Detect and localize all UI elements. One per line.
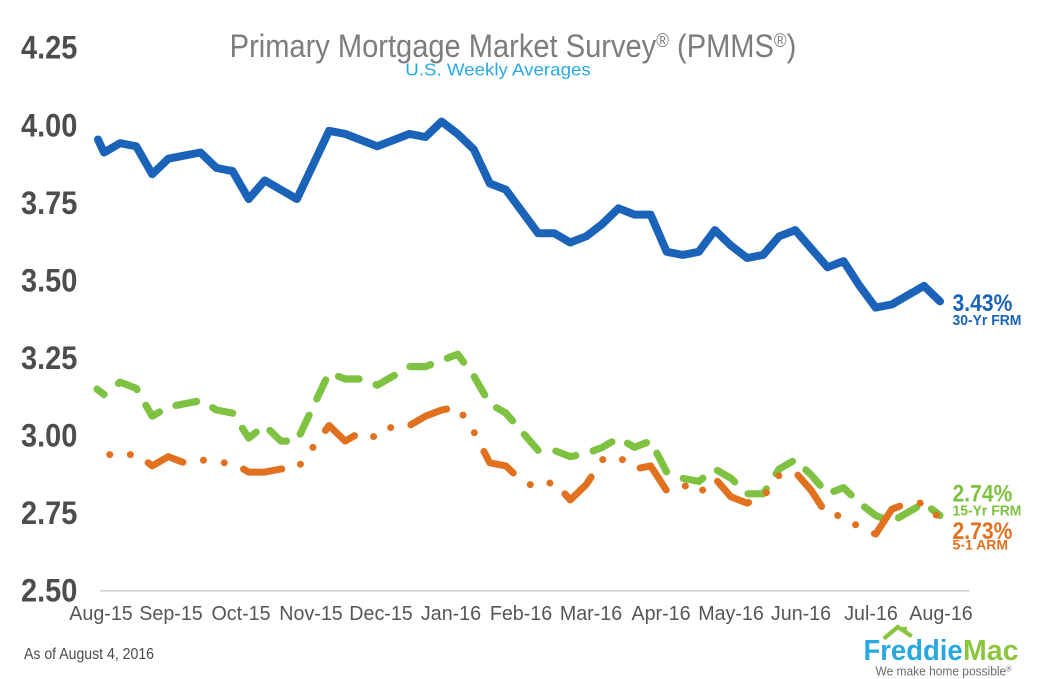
svg-text:4.25: 4.25 (21, 29, 77, 66)
svg-text:Mar-16: Mar-16 (560, 603, 622, 625)
svg-text:Dec-15: Dec-15 (349, 603, 412, 625)
svg-text:Primary Mortgage Market Survey: Primary Mortgage Market Survey® (PMMS®) (230, 29, 797, 65)
svg-text:3.43%: 3.43% (953, 290, 1013, 317)
svg-text:Apr-16: Apr-16 (631, 603, 690, 625)
svg-text:U.S. Weekly Averages: U.S. Weekly Averages (405, 60, 590, 79)
svg-text:4.00: 4.00 (21, 107, 77, 144)
svg-text:3.25: 3.25 (21, 339, 77, 376)
svg-text:Jun-16: Jun-16 (771, 603, 831, 625)
svg-text:Nov-15: Nov-15 (279, 603, 342, 625)
svg-text:Freddie: Freddie (864, 635, 963, 667)
svg-text:Feb-16: Feb-16 (490, 603, 552, 625)
svg-text:3.75: 3.75 (21, 184, 77, 221)
svg-text:5-1 ARM: 5-1 ARM (953, 537, 1009, 553)
svg-text:We make home possible®: We make home possible® (876, 664, 1012, 679)
svg-text:Sep-15: Sep-15 (139, 603, 202, 625)
svg-text:Aug-15: Aug-15 (69, 603, 132, 625)
svg-text:3.00: 3.00 (21, 417, 77, 454)
svg-text:Oct-15: Oct-15 (211, 603, 270, 625)
svg-text:Jul-16: Jul-16 (844, 603, 898, 625)
svg-text:2.74%: 2.74% (953, 480, 1013, 507)
svg-text:Mac: Mac (963, 635, 1019, 667)
svg-text:2.50: 2.50 (21, 572, 77, 609)
svg-text:Aug-16: Aug-16 (909, 603, 972, 625)
svg-text:3.50: 3.50 (21, 262, 77, 299)
svg-text:15-Yr FRM: 15-Yr FRM (953, 503, 1022, 520)
svg-text:2.75: 2.75 (21, 495, 77, 532)
svg-text:Jan-16: Jan-16 (421, 603, 481, 625)
svg-text:2.73%: 2.73% (953, 518, 1013, 545)
svg-text:30-Yr FRM: 30-Yr FRM (953, 313, 1022, 330)
svg-text:May-16: May-16 (698, 603, 764, 625)
svg-text:As of August 4, 2016: As of August 4, 2016 (24, 646, 154, 663)
